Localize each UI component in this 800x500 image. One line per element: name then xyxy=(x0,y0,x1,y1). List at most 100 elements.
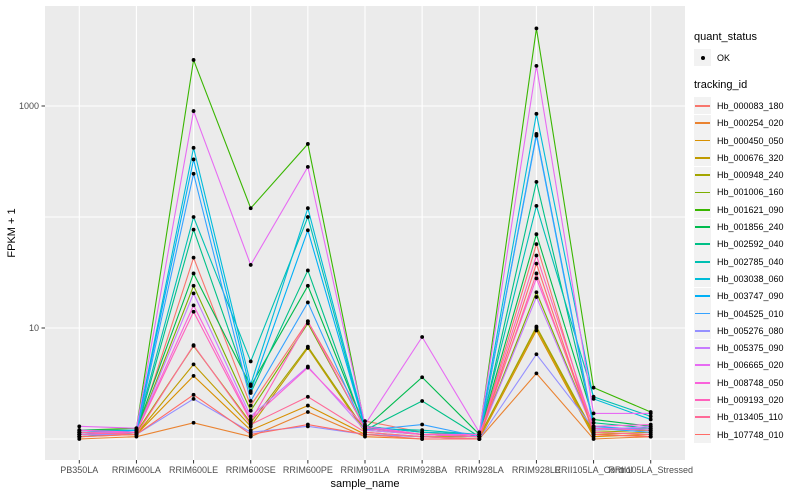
legend-key-box xyxy=(694,408,711,426)
data-point xyxy=(191,374,196,378)
legend-key-box xyxy=(694,201,711,219)
legend-panel: quant_status OK tracking_id Hb_000083_18… xyxy=(694,31,800,444)
series-color-swatch xyxy=(695,399,710,401)
data-point xyxy=(248,359,253,364)
data-point xyxy=(248,263,253,267)
data-point xyxy=(534,203,539,208)
legend-key-box xyxy=(694,391,711,409)
data-point xyxy=(420,422,425,427)
data-point xyxy=(134,432,139,437)
data-point xyxy=(591,385,596,390)
x-tick-label: RRIM600SE xyxy=(226,465,276,475)
data-point xyxy=(591,426,596,431)
data-point xyxy=(534,352,539,357)
data-point xyxy=(248,382,253,387)
legend-item-Hb_001856_240: Hb_001856_240 xyxy=(694,218,800,236)
legend-item-label: Hb_013405_110 xyxy=(717,412,783,423)
data-point xyxy=(591,420,596,425)
data-point xyxy=(191,215,196,219)
data-point xyxy=(648,428,653,433)
data-point xyxy=(191,271,196,276)
data-point xyxy=(248,408,253,413)
data-point xyxy=(191,145,196,150)
legend-key-box xyxy=(694,270,711,288)
legend-item-label: Hb_001621_090 xyxy=(717,204,784,215)
x-tick-label: RRII105LA_Stressed xyxy=(608,465,693,475)
series-color-swatch xyxy=(695,433,710,436)
legend-item-label: Hb_003038_060 xyxy=(717,273,784,284)
data-point xyxy=(420,399,425,403)
data-point xyxy=(305,215,310,219)
legend-key-box xyxy=(694,235,711,253)
data-point xyxy=(305,228,310,233)
legend-item-label: Hb_002592_040 xyxy=(717,239,784,250)
legend-item-quant-ok: OK xyxy=(694,49,800,67)
legend-key-box xyxy=(694,339,711,357)
data-point xyxy=(305,206,310,211)
legend-key-box xyxy=(694,114,711,132)
series-color-swatch xyxy=(695,278,710,280)
data-point xyxy=(248,389,253,394)
data-point xyxy=(363,419,367,423)
data-point xyxy=(305,365,310,370)
legend-item-label: Hb_000676_320 xyxy=(717,152,784,163)
legend-key-box xyxy=(694,287,711,305)
legend-key-box xyxy=(694,166,711,184)
legend-key-box xyxy=(694,305,711,322)
legend-item-Hb_005375_090: Hb_005375_090 xyxy=(694,339,800,357)
x-tick-label: RRIM600PE xyxy=(283,465,333,475)
legend-item-Hb_013405_110: Hb_013405_110 xyxy=(694,408,800,426)
legend-item-label: Hb_000948_240 xyxy=(717,170,784,181)
series-color-swatch xyxy=(695,416,710,419)
data-point xyxy=(248,414,253,419)
data-point xyxy=(191,157,196,162)
data-point xyxy=(363,426,367,431)
legend-item-label: Hb_005276_080 xyxy=(717,325,784,336)
series-color-swatch xyxy=(695,381,710,384)
legend-item-label: Hb_005375_090 xyxy=(717,343,784,354)
x-tick-label: RRIM600LA xyxy=(112,465,161,475)
legend-key-box xyxy=(694,374,711,392)
legend-key-box xyxy=(694,426,711,444)
x-axis-title: sample_name xyxy=(330,478,399,490)
data-point xyxy=(248,419,253,423)
series-color-swatch xyxy=(695,174,710,177)
series-color-swatch xyxy=(695,312,710,315)
legend-key-box xyxy=(694,49,711,67)
data-point xyxy=(305,422,310,427)
x-tick-label: RRIM928BA xyxy=(397,465,447,475)
legend-item-Hb_001006_160: Hb_001006_160 xyxy=(694,183,800,201)
data-point xyxy=(534,63,539,68)
legend-key-box xyxy=(694,97,711,115)
legend-item-Hb_107748_010: Hb_107748_010 xyxy=(694,426,800,444)
data-point xyxy=(477,437,482,441)
x-tick-label: RRIM928LA xyxy=(455,465,504,475)
data-point xyxy=(534,133,539,138)
series-color-swatch xyxy=(695,122,710,125)
series-color-swatch xyxy=(695,156,710,159)
data-point xyxy=(591,396,596,401)
data-point xyxy=(305,268,310,273)
data-point xyxy=(534,261,539,266)
data-point xyxy=(305,344,310,349)
data-point xyxy=(534,180,539,184)
data-point xyxy=(191,283,196,288)
data-point xyxy=(534,276,539,281)
legend-key-box xyxy=(694,183,711,201)
data-point xyxy=(305,142,310,146)
legend-item-Hb_000450_050: Hb_000450_050 xyxy=(694,132,800,150)
legend-item-Hb_006665_020: Hb_006665_020 xyxy=(694,356,800,374)
legend-spacer xyxy=(694,66,800,79)
data-point xyxy=(305,410,310,414)
legend-key-box xyxy=(694,322,711,340)
x-tick-label: RRIM600LE xyxy=(169,465,218,475)
data-point xyxy=(191,58,196,62)
data-point xyxy=(591,411,596,416)
data-point xyxy=(648,434,653,439)
data-point xyxy=(534,371,539,376)
series-color-swatch xyxy=(695,105,710,107)
y-tick-label: 1000 xyxy=(19,101,39,111)
data-point xyxy=(305,300,310,305)
